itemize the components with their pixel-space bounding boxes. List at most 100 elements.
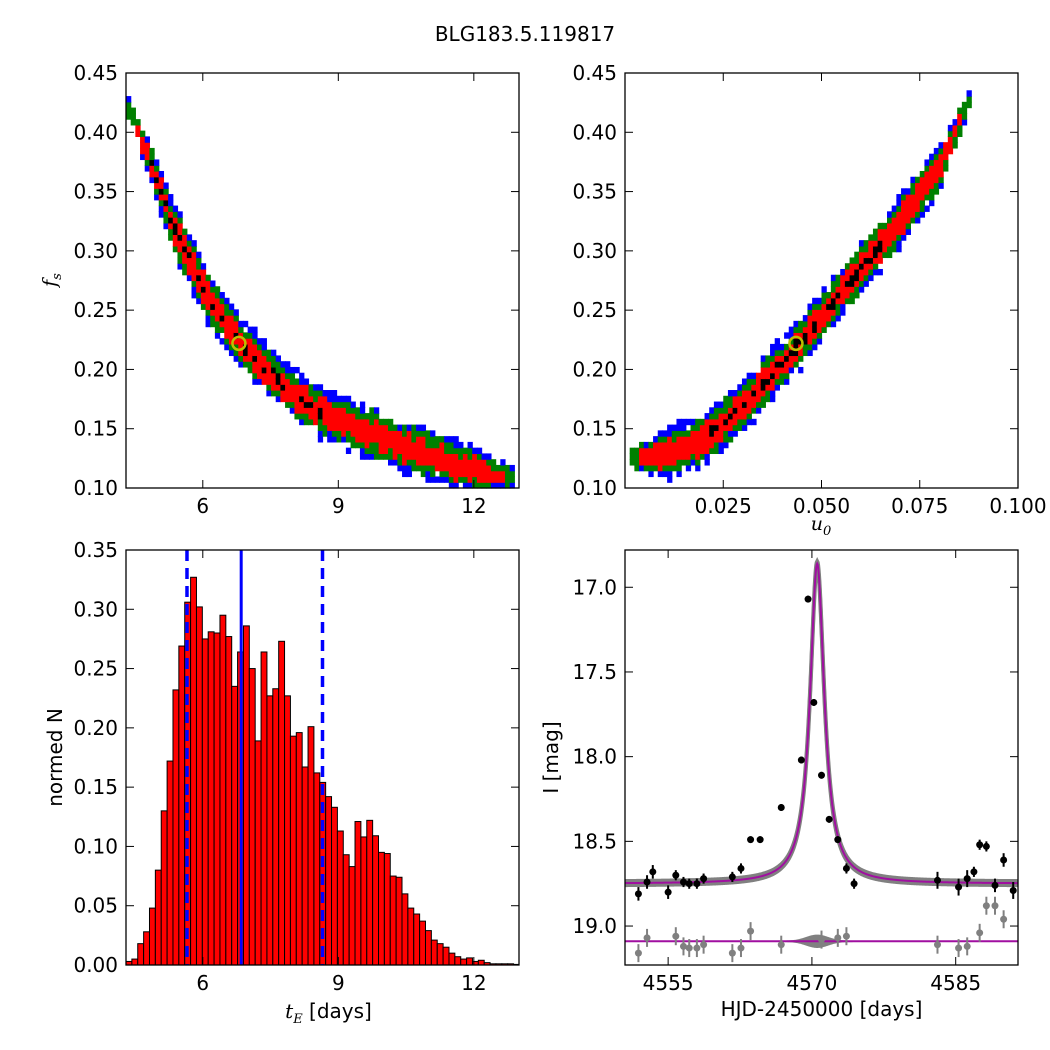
density-cell <box>472 459 478 466</box>
density-cell <box>406 430 412 437</box>
density-cell <box>756 390 762 397</box>
density-cell <box>308 401 314 408</box>
density-cell <box>704 453 710 460</box>
density-cell <box>812 332 818 339</box>
y-tick-label: 0.20 <box>572 357 617 381</box>
density-cell <box>135 130 141 137</box>
density-cell <box>690 418 696 426</box>
density-cell <box>350 413 356 420</box>
density-cell <box>359 453 366 460</box>
density-cell <box>671 453 678 460</box>
density-cell <box>915 205 921 212</box>
density-cell <box>713 401 720 408</box>
histogram-bar <box>201 638 209 966</box>
density-cell <box>285 390 291 397</box>
density-cell <box>709 441 715 449</box>
density-cell <box>228 332 235 339</box>
density-cell <box>486 476 492 483</box>
density-cell <box>910 217 916 224</box>
density-cell <box>872 228 879 235</box>
data-point <box>685 880 693 888</box>
density-cell <box>849 257 855 264</box>
density-cell <box>331 424 338 431</box>
data-point <box>804 595 812 603</box>
density-cell <box>938 147 944 155</box>
density-cell <box>350 407 356 414</box>
density-cell <box>732 390 738 397</box>
y-tick-label: 0.10 <box>572 476 617 500</box>
density-cell <box>252 378 258 385</box>
density-cell <box>901 217 907 224</box>
density-cell <box>186 245 193 253</box>
density-cell <box>849 268 855 276</box>
density-cell <box>910 194 916 201</box>
density-cell <box>289 384 296 391</box>
density-cell <box>163 205 169 212</box>
density-cell <box>788 338 795 345</box>
histogram-bar <box>284 695 291 966</box>
residual-point <box>685 944 693 952</box>
density-cell <box>214 320 221 328</box>
density-cell <box>891 211 897 218</box>
density-cell <box>266 390 272 397</box>
density-cell <box>476 447 483 455</box>
density-cell <box>798 320 804 328</box>
density-cell <box>196 257 202 264</box>
density-cell <box>952 136 958 143</box>
y-tick-label: 18.0 <box>572 745 617 769</box>
data-point <box>693 880 701 888</box>
density-cell <box>905 228 911 235</box>
density-cell <box>709 418 715 426</box>
density-cell <box>840 280 846 287</box>
density-cell <box>826 320 832 328</box>
density-cell <box>723 413 729 420</box>
density-cell <box>140 130 146 137</box>
density-cell <box>905 199 911 207</box>
y-axis-label: normed N <box>43 708 67 807</box>
density-cell <box>177 257 183 264</box>
density-cell <box>751 418 757 426</box>
density-cell <box>411 447 417 455</box>
density-cell <box>322 418 328 426</box>
density-cell <box>929 170 935 178</box>
density-cell <box>671 436 678 443</box>
density-cell <box>299 390 305 397</box>
density-cell <box>350 430 356 437</box>
density-cell <box>369 418 375 426</box>
density-cell <box>280 395 286 403</box>
density-cell <box>952 124 958 132</box>
density-cell <box>756 384 762 391</box>
density-cell <box>430 436 436 443</box>
density-cell <box>938 170 944 178</box>
density-cell <box>467 447 473 455</box>
density-cell <box>486 459 492 466</box>
density-cell <box>252 349 258 357</box>
density-cell <box>802 343 809 351</box>
histogram-bar <box>231 685 239 966</box>
density-cell <box>154 165 160 172</box>
density-cell <box>905 188 911 195</box>
density-cell <box>807 315 813 322</box>
density-cell <box>416 430 422 437</box>
density-cell <box>872 245 879 253</box>
y-tick-label: 0.15 <box>572 417 617 441</box>
density-cell <box>629 459 635 466</box>
density-cell <box>891 217 897 224</box>
density-cell <box>191 292 197 299</box>
histogram-bar <box>195 606 203 966</box>
density-cell <box>896 228 902 235</box>
density-cell <box>135 119 141 126</box>
residual-point <box>634 949 642 957</box>
density-cell <box>416 436 422 443</box>
density-cell <box>294 384 300 391</box>
density-cell <box>336 407 342 414</box>
density-cell <box>798 338 804 345</box>
density-cell <box>392 447 398 455</box>
density-cell <box>411 424 417 431</box>
y-axis-label: I [mag] <box>539 721 563 793</box>
density-cell <box>699 424 706 431</box>
density-cell <box>252 338 258 345</box>
density-cells <box>629 90 972 483</box>
density-cell <box>486 464 492 472</box>
density-cell <box>294 407 300 414</box>
